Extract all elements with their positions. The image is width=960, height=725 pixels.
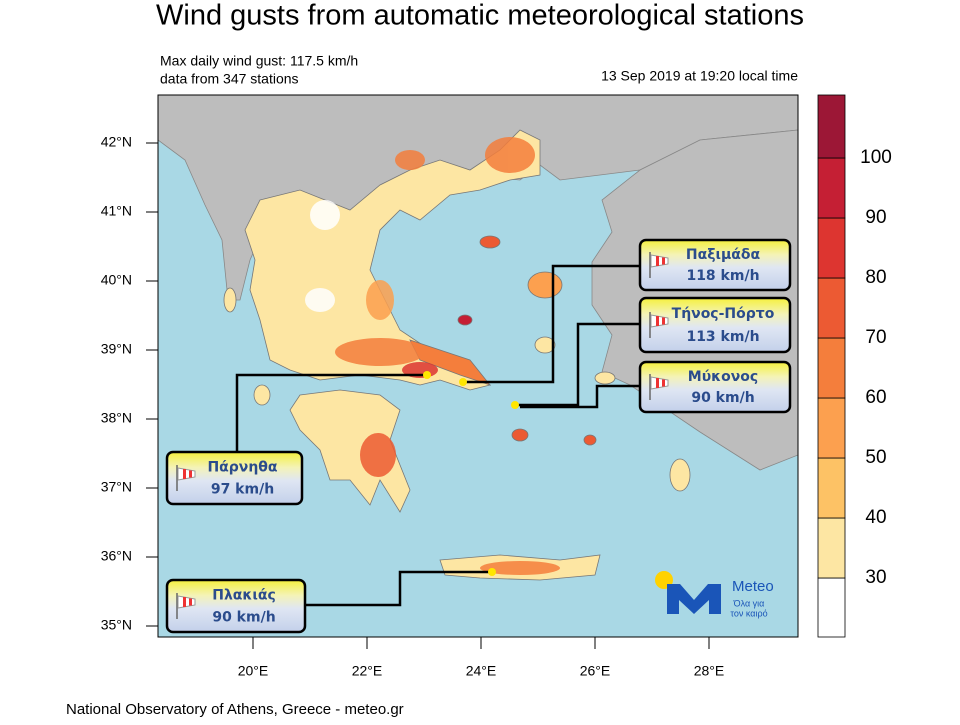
lon-label: 24°E xyxy=(466,663,497,679)
colorbar-label: 40 xyxy=(865,507,886,528)
leader-line xyxy=(235,373,427,452)
lesbos xyxy=(527,271,563,299)
leader-line xyxy=(305,570,492,607)
callout-speed: 113 km/h xyxy=(686,329,759,345)
lat-label: 41°N xyxy=(101,203,132,219)
timestamp: 13 Sep 2019 at 19:20 local time xyxy=(601,68,798,84)
callout: Παξιμάδα 118 km/h xyxy=(638,238,792,292)
colorbar-band xyxy=(817,217,846,279)
callout-box xyxy=(638,238,792,292)
rhodes xyxy=(669,458,691,492)
gust-area xyxy=(366,280,394,320)
callout-speed: 90 km/h xyxy=(212,609,275,625)
callout-speed: 97 km/h xyxy=(211,481,274,497)
callout-name: Πάρνηθα xyxy=(207,460,277,476)
colorbar-label: 70 xyxy=(865,327,886,348)
skyros xyxy=(457,314,473,326)
callout-box xyxy=(165,450,304,506)
logo-tagline: Όλα για xyxy=(733,598,765,608)
colorbar-label: 80 xyxy=(865,267,886,288)
lat-label: 37°N xyxy=(101,479,132,495)
station xyxy=(511,401,519,409)
lat-label: 35°N xyxy=(101,617,132,633)
logo: Meteo Όλα για τον καιρό xyxy=(655,571,774,618)
colorbar-band xyxy=(817,277,846,339)
colorbar-band xyxy=(817,337,846,399)
gust-area xyxy=(310,200,340,230)
colorbar-label: 60 xyxy=(865,387,886,408)
colorbar-band xyxy=(817,94,846,159)
kos xyxy=(583,434,597,446)
station xyxy=(488,568,496,576)
gust-area xyxy=(305,288,335,312)
colorbar-label: 90 xyxy=(865,207,886,228)
colorbar-label: 100 xyxy=(860,147,892,168)
gust-area xyxy=(360,433,396,477)
lat-label: 40°N xyxy=(101,272,132,288)
lat-label: 42°N xyxy=(101,134,132,150)
gust-area xyxy=(395,150,425,170)
colorbar-band xyxy=(817,577,846,638)
map-frame xyxy=(157,94,799,638)
gust-area xyxy=(485,137,535,173)
footer: National Observatory of Athens, Greece -… xyxy=(66,701,404,718)
station xyxy=(459,378,467,386)
samos xyxy=(594,371,616,385)
lon-label: 26°E xyxy=(580,663,611,679)
stations xyxy=(423,371,519,576)
gust-area xyxy=(335,338,425,366)
colorbar-band xyxy=(817,457,846,519)
leader-line xyxy=(463,264,640,384)
corfu xyxy=(223,287,237,313)
title: Wind gusts from automatic meteorological… xyxy=(156,0,804,32)
callout-name: Τήνος-Πόρτο xyxy=(672,306,775,322)
peloponnese xyxy=(289,389,411,513)
naxos xyxy=(511,428,529,442)
colorbar-band xyxy=(817,517,846,579)
info-max: Max daily wind gust: 117.5 km/h xyxy=(160,53,358,69)
station xyxy=(423,371,431,379)
gust-area xyxy=(480,561,560,575)
callout: Πλακιάς 90 km/h xyxy=(165,578,307,634)
leader-line xyxy=(515,322,640,407)
lemnos xyxy=(479,235,501,249)
info-stations: data from 347 stations xyxy=(160,71,299,87)
axes: 42°N 41°N 40°N 39°N 38°N 37°N 36°N 35°N 20°E 22°E… xyxy=(101,134,725,679)
callout-name: Πλακιάς xyxy=(212,588,276,604)
callout-box xyxy=(638,360,792,414)
callouts: Παξιμάδα 118 km/h Τήνος-Πόρτο 113 km/h Μύκον… xyxy=(165,238,792,634)
kefalonia xyxy=(253,384,271,406)
lat-label: 38°N xyxy=(101,410,132,426)
lat-label: 36°N xyxy=(101,548,132,564)
lon-label: 20°E xyxy=(238,663,269,679)
lon-label: 22°E xyxy=(352,663,383,679)
callout: Πάρνηθα 97 km/h xyxy=(165,450,304,506)
callout: Τήνος-Πόρτο 113 km/h xyxy=(638,296,792,354)
colorbar-label: 30 xyxy=(865,567,886,588)
leader-line xyxy=(520,384,640,409)
colorbar-band xyxy=(817,157,846,219)
gust-areas xyxy=(305,137,560,575)
callout-speed: 90 km/h xyxy=(691,390,754,406)
callout-box xyxy=(638,296,792,354)
logo-mark xyxy=(667,584,721,614)
lat-label: 39°N xyxy=(101,341,132,357)
callout-name: Παξιμάδα xyxy=(686,247,761,263)
logo-name: Meteo xyxy=(732,578,774,595)
callout-speed: 118 km/h xyxy=(686,268,759,284)
logo-tagline: τον καιρό xyxy=(730,608,767,618)
colorbar: 30 40 50 60 70 80 90 100 xyxy=(817,94,892,638)
lon-label: 28°E xyxy=(694,663,725,679)
callout: Μύκονος 90 km/h xyxy=(638,360,792,414)
colorbar-band xyxy=(817,397,846,459)
callout-name: Μύκονος xyxy=(688,369,758,385)
colorbar-label: 50 xyxy=(865,447,886,468)
greece xyxy=(223,129,691,581)
chios xyxy=(534,336,556,354)
callout-box xyxy=(165,578,307,634)
